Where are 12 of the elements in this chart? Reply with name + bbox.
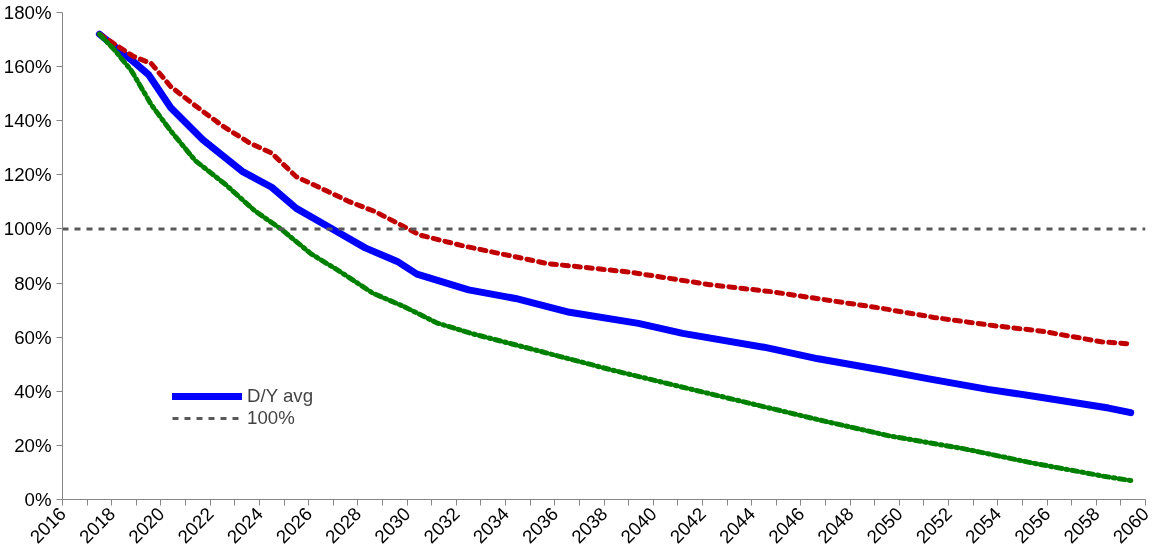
y-tick-label: 20% <box>14 434 52 456</box>
y-tick-label: 180% <box>3 2 52 23</box>
y-tick-label: 80% <box>14 272 52 294</box>
y-tick-label: 100% <box>3 218 52 240</box>
y-tick-label: 0% <box>24 489 52 510</box>
y-tick-label: 160% <box>3 56 52 78</box>
legend-label: D/Y avg <box>247 385 314 407</box>
legend-label: 100% <box>247 407 295 429</box>
y-tick-label: 60% <box>14 326 52 348</box>
y-tick-label: 40% <box>14 380 52 402</box>
y-tick-label: 140% <box>3 110 52 132</box>
y-tick-label: 120% <box>3 164 52 186</box>
